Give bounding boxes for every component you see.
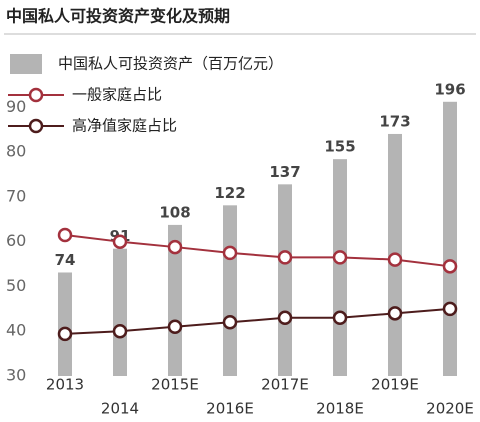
x-tick-label: 2015E — [151, 376, 199, 394]
value-label: 108 — [159, 203, 190, 221]
value-label: 196 — [434, 80, 465, 98]
value-label: 155 — [324, 138, 355, 156]
y-tick-label: 60 — [6, 231, 26, 250]
bar — [278, 184, 292, 376]
bar — [58, 272, 72, 376]
x-tick-label: 2013 — [46, 376, 84, 394]
legend-label: 中国私人可投资资产（百万亿元） — [58, 55, 283, 73]
legend-marker — [28, 87, 44, 103]
line-marker — [222, 245, 238, 261]
line-marker — [332, 310, 348, 326]
y-tick-label: 80 — [6, 142, 26, 161]
y-tick-label: 40 — [6, 321, 26, 340]
x-tick-label: 2018E — [316, 400, 364, 418]
y-tick-label: 50 — [6, 276, 26, 295]
bar — [168, 224, 182, 376]
legend-label: 高净值家庭占比 — [72, 117, 177, 135]
line-marker — [57, 227, 73, 243]
line-marker — [167, 239, 183, 255]
line-marker — [57, 326, 73, 342]
line — [64, 307, 451, 335]
line-marker — [332, 250, 348, 265]
legend-swatch — [10, 54, 42, 74]
x-tick-label: 2016E — [206, 400, 254, 418]
x-tick-label: 2014 — [101, 400, 139, 418]
line-marker — [442, 301, 458, 317]
bar — [333, 159, 347, 376]
value-label: 173 — [379, 112, 410, 130]
x-tick-label: 2019E — [371, 376, 419, 394]
line-marker — [387, 306, 403, 321]
y-tick-label: 90 — [6, 97, 26, 116]
line-marker — [277, 250, 293, 265]
x-tick-label: 2020E — [426, 400, 474, 418]
x-tick-label: 2017E — [261, 376, 309, 394]
line-marker — [112, 323, 128, 339]
line-marker — [167, 319, 183, 335]
line-marker — [277, 310, 293, 326]
bar — [113, 248, 127, 376]
bar — [223, 205, 237, 376]
line — [64, 233, 451, 268]
value-label: 137 — [269, 163, 300, 181]
legend-label: 一般家庭占比 — [72, 86, 162, 104]
legend-marker — [28, 118, 44, 134]
value-label: 122 — [214, 184, 245, 202]
line-marker — [387, 252, 403, 267]
chart-title: 中国私人可投资资产变化及预期 — [6, 7, 230, 26]
line-marker — [112, 234, 128, 249]
y-tick-label: 30 — [6, 366, 26, 385]
value-label: 74 — [55, 251, 76, 269]
line-marker — [222, 315, 238, 330]
line-marker — [442, 259, 458, 274]
bar — [443, 101, 457, 377]
y-tick-label: 70 — [6, 186, 26, 205]
